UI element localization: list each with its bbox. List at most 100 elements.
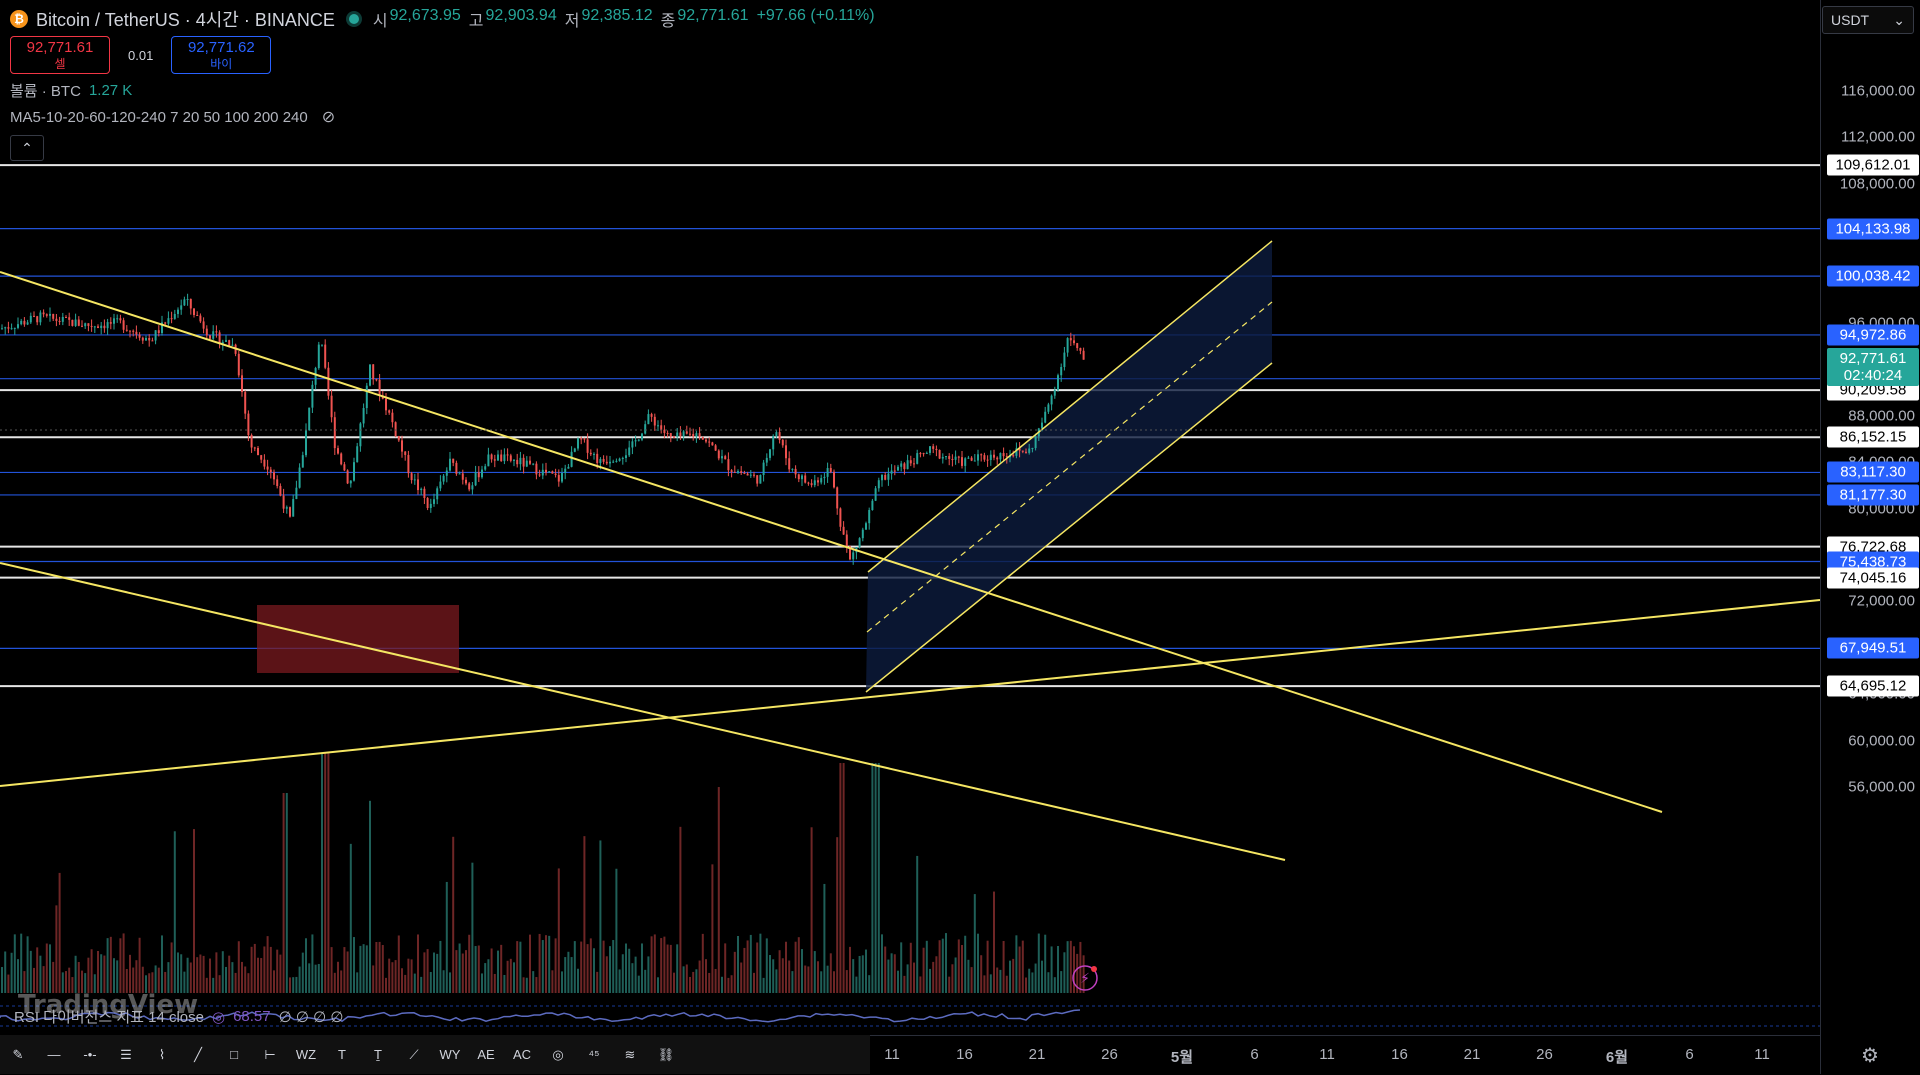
channel-upper[interactable] xyxy=(867,240,1273,573)
candle-body[interactable] xyxy=(753,474,755,476)
candle-body[interactable] xyxy=(548,471,551,473)
candle-body[interactable] xyxy=(301,455,304,468)
candle-body[interactable] xyxy=(1041,422,1043,429)
candle-body[interactable] xyxy=(970,457,973,461)
candle-body[interactable] xyxy=(631,441,634,448)
candle-body[interactable] xyxy=(465,479,467,484)
candle-body[interactable] xyxy=(845,534,848,547)
candle-body[interactable] xyxy=(273,472,275,480)
candle-body[interactable] xyxy=(868,510,871,524)
candle-body[interactable] xyxy=(52,313,55,319)
candle-body[interactable] xyxy=(1060,366,1063,376)
candle-body[interactable] xyxy=(689,433,691,435)
candle-body[interactable] xyxy=(122,320,125,330)
candle-body[interactable] xyxy=(513,459,515,461)
candle-body[interactable] xyxy=(449,458,451,471)
candle-body[interactable] xyxy=(205,328,208,336)
candle-body[interactable] xyxy=(900,463,903,467)
candle-body[interactable] xyxy=(1012,455,1015,457)
candle-body[interactable] xyxy=(801,475,803,480)
candle-body[interactable] xyxy=(676,432,679,437)
candle-body[interactable] xyxy=(823,476,826,479)
candle-body[interactable] xyxy=(778,432,781,440)
candle-body[interactable] xyxy=(737,471,739,473)
candle-body[interactable] xyxy=(97,326,99,328)
candle-body[interactable] xyxy=(577,438,579,449)
candle-body[interactable] xyxy=(461,473,464,480)
candle-body[interactable] xyxy=(925,452,928,454)
candle-body[interactable] xyxy=(1005,456,1008,458)
horizontal-line-icon[interactable]: — xyxy=(47,1047,61,1062)
candle-body[interactable] xyxy=(609,461,611,464)
candle-body[interactable] xyxy=(39,312,42,323)
candle-body[interactable] xyxy=(1018,448,1021,451)
candle-body[interactable] xyxy=(42,312,45,315)
collapse-legend-button[interactable]: ⌃ xyxy=(10,135,44,161)
candle-body[interactable] xyxy=(564,468,567,474)
candle-body[interactable] xyxy=(765,457,768,463)
volume-indicator-legend[interactable]: 볼륨 · BTC 1.27 K xyxy=(10,80,881,101)
candle-body[interactable] xyxy=(71,319,74,326)
candle-body[interactable] xyxy=(237,353,240,376)
text-icon[interactable]: T xyxy=(338,1047,346,1062)
candle-body[interactable] xyxy=(426,498,429,509)
candle-body[interactable] xyxy=(833,471,835,488)
candle-body[interactable] xyxy=(231,344,234,346)
candle-body[interactable] xyxy=(871,500,874,511)
candle-body[interactable] xyxy=(634,440,637,442)
candle-body[interactable] xyxy=(797,474,800,480)
trendline-icon[interactable]: ╱ xyxy=(194,1046,202,1062)
candle-body[interactable] xyxy=(759,475,762,484)
downtrend-line-lower[interactable] xyxy=(0,562,1286,861)
candle-body[interactable] xyxy=(145,337,147,341)
candle-body[interactable] xyxy=(151,340,154,342)
candle-body[interactable] xyxy=(967,457,970,459)
candle-body[interactable] xyxy=(17,324,19,328)
candle-body[interactable] xyxy=(516,459,519,465)
candle-body[interactable] xyxy=(849,546,851,560)
candle-body[interactable] xyxy=(253,447,256,449)
candle-body[interactable] xyxy=(410,473,413,481)
candle-body[interactable] xyxy=(129,330,131,332)
candle-body[interactable] xyxy=(932,446,935,449)
candle-body[interactable] xyxy=(170,318,173,320)
candle-body[interactable] xyxy=(705,439,707,442)
channel-lower[interactable] xyxy=(865,362,1273,693)
candle-body[interactable] xyxy=(996,457,999,460)
candle-body[interactable] xyxy=(244,392,247,414)
candle-body[interactable] xyxy=(93,326,96,328)
candle-body[interactable] xyxy=(503,454,506,462)
candle-body[interactable] xyxy=(625,455,627,458)
candle-body[interactable] xyxy=(298,467,301,488)
candle-body[interactable] xyxy=(669,433,672,437)
candle-body[interactable] xyxy=(964,458,967,466)
candle-body[interactable] xyxy=(929,446,931,453)
candle-body[interactable] xyxy=(1073,340,1075,344)
candle-body[interactable] xyxy=(353,462,355,481)
candle-body[interactable] xyxy=(839,508,842,527)
candle-body[interactable] xyxy=(157,330,160,333)
candle-body[interactable] xyxy=(551,471,554,474)
candle-body[interactable] xyxy=(1015,448,1018,456)
candle-body[interactable] xyxy=(477,472,480,478)
candle-body[interactable] xyxy=(1069,338,1072,341)
candle-body[interactable] xyxy=(500,454,503,462)
candle-body[interactable] xyxy=(241,375,243,393)
candle-body[interactable] xyxy=(1002,453,1005,457)
candle-body[interactable] xyxy=(212,331,215,339)
candle-body[interactable] xyxy=(154,330,157,341)
candle-body[interactable] xyxy=(84,323,87,327)
fib-fan-icon[interactable]: ≋ xyxy=(624,1046,636,1062)
candle-body[interactable] xyxy=(90,325,93,327)
candle-body[interactable] xyxy=(810,483,813,486)
candle-body[interactable] xyxy=(650,414,653,417)
candle-body[interactable] xyxy=(983,455,986,460)
candle-body[interactable] xyxy=(525,460,528,467)
gear-icon[interactable]: ⚙ xyxy=(1861,1044,1879,1067)
candle-body[interactable] xyxy=(788,458,791,470)
candle-body[interactable] xyxy=(276,479,279,487)
candle-body[interactable] xyxy=(218,332,221,345)
candle-body[interactable] xyxy=(471,485,474,490)
candle-body[interactable] xyxy=(573,448,576,452)
candle-body[interactable] xyxy=(106,322,109,329)
